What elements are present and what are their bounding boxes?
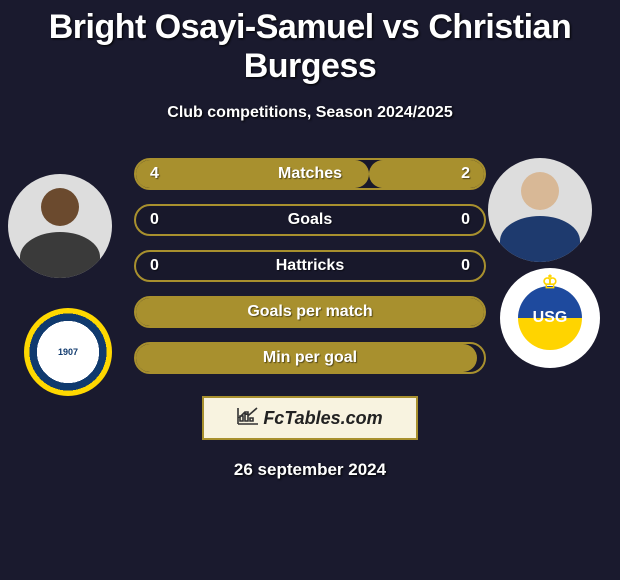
stat-row: Goals per match [134, 296, 486, 328]
player-right-avatar [488, 158, 592, 262]
player-left-avatar [8, 174, 112, 278]
page-title: Bright Osayi-Samuel vs Christian Burgess [0, 0, 620, 86]
club-badge-right-text: USG [533, 309, 568, 327]
club-badge-right: ♔ USG [500, 268, 600, 368]
stat-value-left: 0 [150, 257, 159, 275]
stat-label: Min per goal [150, 349, 470, 367]
date-line: 26 september 2024 [0, 460, 620, 480]
club-badge-left-inner: 1907 [46, 330, 90, 374]
stat-value-right: 2 [461, 165, 470, 183]
stat-value-right: 0 [461, 211, 470, 229]
stat-label: Hattricks [159, 257, 461, 275]
brand-badge: FcTables.com [202, 396, 418, 440]
subtitle: Club competitions, Season 2024/2025 [0, 104, 620, 122]
stat-row: 0Hattricks0 [134, 250, 486, 282]
stat-row: Min per goal [134, 342, 486, 374]
avatar-body-shape [500, 216, 580, 262]
stat-label: Goals per match [150, 303, 470, 321]
avatar-body-shape [20, 232, 100, 278]
club-badge-left: 1907 [24, 308, 112, 396]
stat-label: Matches [159, 165, 461, 183]
stat-label: Goals [159, 211, 461, 229]
stat-value-left: 4 [150, 165, 159, 183]
chart-icon [237, 407, 259, 430]
stat-rows: 4Matches20Goals00Hattricks0Goals per mat… [134, 158, 486, 374]
stat-value-left: 0 [150, 211, 159, 229]
comparison-area: 1907 ♔ USG 4Matches20Goals00Hattricks0Go… [0, 158, 620, 480]
club-badge-right-shield: ♔ USG [518, 286, 582, 350]
stat-row: 4Matches2 [134, 158, 486, 190]
avatar-head-shape [521, 172, 559, 210]
stat-value-right: 0 [461, 257, 470, 275]
avatar-head-shape [41, 188, 79, 226]
crown-icon: ♔ [542, 272, 558, 293]
stat-row: 0Goals0 [134, 204, 486, 236]
brand-text: FcTables.com [263, 408, 382, 429]
